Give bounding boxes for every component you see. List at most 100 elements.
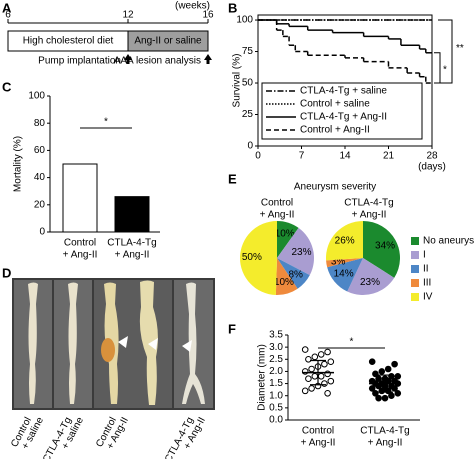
legend-swatch [411,237,419,245]
x-tick-label: + Ang-II [63,250,98,261]
pie-slice [326,258,363,268]
panel-letter: F [228,321,236,336]
data-point [301,387,309,395]
legend-label: I [423,250,426,261]
pie-name: Control [261,198,293,209]
x-tick-label: + Ang-II [115,250,150,261]
data-point [317,372,325,380]
aorta [68,282,78,404]
data-point [388,392,395,400]
panel-letter: A [2,0,12,15]
y-tick-label: 50 [242,78,254,89]
data-point [391,385,398,392]
pie-value-label: 14% [334,269,354,280]
y-axis-label: Survival (%) [232,54,243,108]
pie-slice [347,258,395,295]
pie-value-label: 23% [360,277,380,288]
y-tick-label: 0 [247,141,253,152]
data-point [381,394,389,402]
x-tick-label: 14 [339,151,351,162]
significance-label: * [350,337,354,348]
arrowhead [182,340,192,352]
data-point [391,360,398,368]
y-tick-label: 0 [39,227,45,238]
data-point [368,385,376,392]
pie-value-label: 8% [289,269,304,280]
data-point [311,372,319,380]
data-point [375,375,382,383]
x-tick-label: 7 [299,151,305,162]
legend-label: IV [423,292,433,303]
bar [114,196,150,233]
legend-label: II [423,264,429,275]
aorta [139,280,158,405]
legend-label: CTLA-4-Tg + saline [300,86,387,97]
y-tick-label: 0.0 [269,415,283,426]
legend-swatch [411,265,419,273]
data-point [327,358,335,366]
pie-slice [277,258,310,289]
y-axis-label: Mortality (%) [13,136,24,192]
event-label: Pump implantation [38,56,121,67]
y-tick-label: 100 [28,91,45,102]
data-point [321,360,328,368]
y-tick-label: 1.5 [269,378,283,389]
timeline-tick-label: 12 [122,10,134,21]
pie-value-label: 50% [242,252,262,263]
legend-label: CTLA-4-Tg + Ang-II [300,112,387,123]
timeline-unit: (weeks) [175,1,210,12]
x-tick-label: Control [302,426,334,437]
x-tick-label: + Ang-II [368,438,403,449]
legend-swatch [411,251,419,259]
pie-slice [277,227,314,276]
y-tick-label: 0.5 [269,402,283,413]
legend-swatch [411,279,419,287]
pie-slice [363,221,401,278]
data-point [324,389,331,397]
x-tick-label: Control [64,238,96,249]
data-point [384,365,392,373]
x-tick-label: 28 [426,151,438,162]
data-point [394,389,402,397]
sd-bar [377,374,393,393]
pie-name: + Ang-II [260,210,295,221]
phase-label: High cholesterol diet [23,36,114,47]
y-tick-label: 2.0 [269,366,283,377]
data-point [311,353,319,361]
sd-bar [310,359,326,386]
chart-title: Aneurysm severity [294,182,376,193]
pie-slice [239,221,277,295]
x-tick-label: + Ang-II [301,438,336,449]
photo-panel [12,278,215,410]
event-label: AAA lesion analysis [114,56,201,67]
pie-slice [326,221,363,261]
phase-box [127,30,209,52]
data-point [305,375,312,383]
data-point [375,394,382,402]
data-point [321,380,328,387]
pie-value-label: 10% [274,277,294,288]
event-arrow [204,54,212,64]
y-tick-label: 25 [242,109,254,120]
data-point [301,346,309,353]
y-tick-label: 3.0 [269,342,283,353]
y-tick-label: 20 [34,199,46,210]
pie-slice [327,258,363,292]
legend-label: III [423,278,431,289]
y-tick-label: 60 [34,145,46,156]
legend-label: No aneurysm [423,236,474,247]
pie-slice [277,221,299,258]
panel-letter: D [2,265,11,280]
x-tick-label: 21 [383,151,395,162]
arrowhead [148,338,158,350]
timeline-tick-label: 16 [202,10,214,21]
pie-name: + Ang-II [352,210,387,221]
y-tick-label: 3.5 [269,330,283,341]
x-unit: (days) [418,162,446,173]
data-point [372,370,379,378]
pie-value-label: 3% [331,257,346,268]
legend-label: Control + saline [300,99,370,110]
y-tick-label: 75 [242,46,254,57]
pie-value-label: 26% [335,235,355,246]
